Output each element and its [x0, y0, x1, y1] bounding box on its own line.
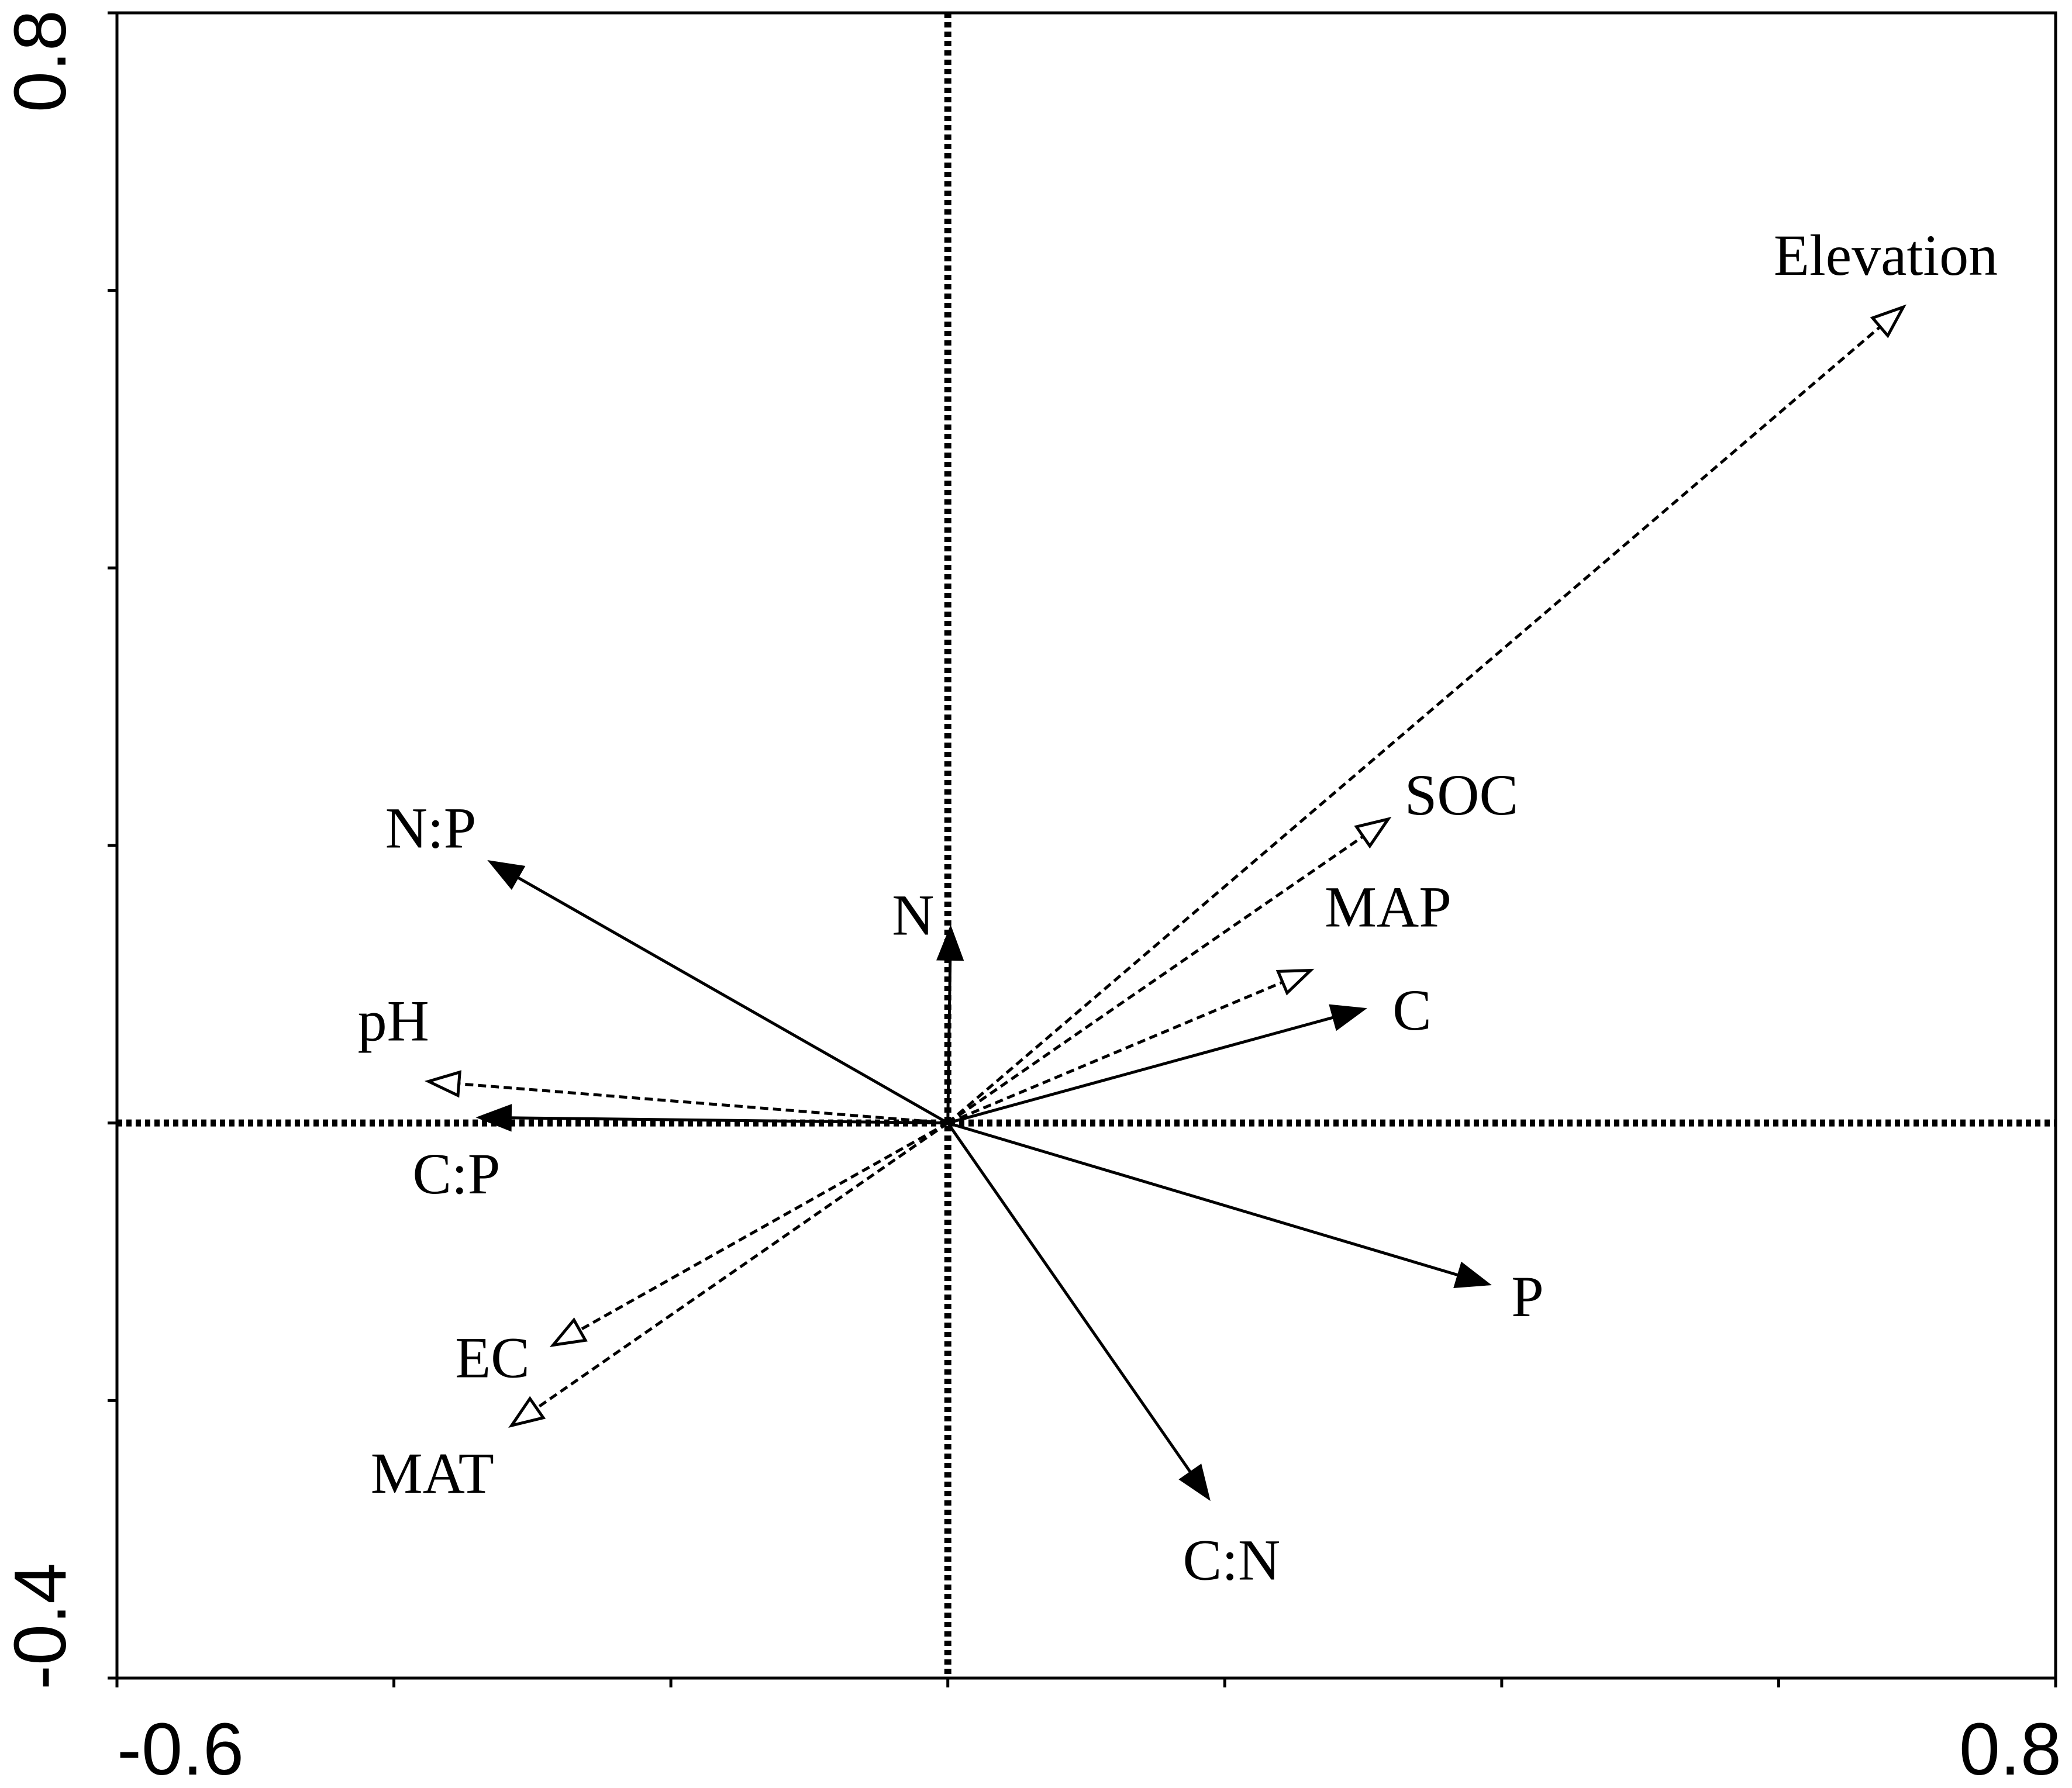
vector-line	[510, 1116, 948, 1125]
vector-label: EC	[455, 1325, 530, 1390]
axis-ticks	[108, 11, 2057, 1687]
vector-elevation	[947, 304, 1906, 1124]
vector-arrowhead	[1453, 1261, 1492, 1289]
vector-labels: Elevation SOC MAP pH EC MAT N:P N C C:P P C:N	[358, 223, 1998, 1592]
vector-c	[947, 1004, 1367, 1125]
vector-label: MAT	[371, 1441, 494, 1506]
vector-arrowhead	[475, 1104, 512, 1132]
vector-label: N	[892, 882, 934, 947]
zero-lines	[117, 13, 2056, 1678]
vector-p	[947, 1121, 1492, 1289]
vector-ph	[424, 1070, 948, 1125]
vector-map	[947, 968, 1315, 1124]
vector-label: P	[1511, 1264, 1544, 1329]
vector-label: C:P	[412, 1141, 500, 1206]
vector-label: Elevation	[1774, 223, 1998, 288]
vector-line	[947, 1016, 1335, 1125]
vectors	[424, 304, 1906, 1501]
x-tick-label: -0.6	[117, 1708, 244, 1788]
vector-arrowhead	[1354, 816, 1392, 849]
vector-arrowhead	[1178, 1463, 1211, 1501]
vector-line	[947, 981, 1284, 1124]
vector-arrowhead	[1870, 304, 1906, 339]
vector-arrowhead	[487, 860, 526, 890]
vector-line	[516, 876, 949, 1124]
vector-label: MAP	[1325, 875, 1452, 940]
vector-arrowhead	[549, 1317, 588, 1347]
vector-arrowhead	[424, 1070, 461, 1098]
vector-line	[947, 326, 1881, 1124]
vector-line	[946, 959, 952, 1123]
vector-line	[947, 835, 1364, 1124]
vector-label: C	[1392, 978, 1432, 1043]
vector-line	[458, 1082, 948, 1125]
vector-n-p	[487, 860, 949, 1124]
axis-tick-labels: -0.6 0.8 -0.4 0.8	[0, 10, 2061, 1788]
vector-arrowhead	[1329, 1004, 1367, 1031]
vector-ec	[549, 1121, 949, 1347]
y-tick-label: 0.8	[0, 10, 81, 112]
vector-n	[936, 924, 964, 1123]
vector-mat	[508, 1121, 949, 1428]
vector-arrowhead	[1275, 968, 1315, 996]
vector-line	[946, 1122, 1192, 1474]
vector-line	[578, 1121, 949, 1332]
vector-c-p	[475, 1104, 948, 1132]
vector-label: pH	[358, 988, 429, 1053]
vector-arrowhead	[936, 924, 964, 961]
vector-soc	[947, 816, 1392, 1124]
y-tick-label: -0.4	[0, 1563, 81, 1690]
vector-line	[947, 1121, 1460, 1277]
vector-label: C:N	[1183, 1527, 1281, 1592]
vector-arrowhead	[508, 1396, 546, 1428]
vector-label: N:P	[385, 795, 477, 860]
vector-line	[536, 1121, 949, 1410]
vector-c-n	[946, 1122, 1211, 1501]
x-tick-label: 0.8	[1959, 1708, 2061, 1788]
vector-label: SOC	[1405, 762, 1519, 827]
